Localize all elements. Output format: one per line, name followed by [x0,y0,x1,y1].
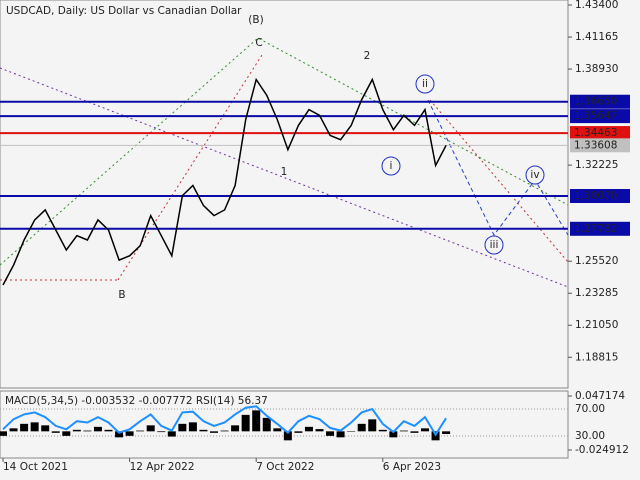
macd-bar [9,428,18,432]
macd-bar [20,423,29,432]
level-label-box [570,94,630,109]
macd-bar [389,431,398,438]
y2-tick-label: 30.00 [575,430,605,442]
macd-bar [188,422,197,432]
indicator-title: MACD(5,34,5) -0.003532 -0.007772 RSI(14)… [5,395,268,407]
trend-lines [0,37,569,288]
macd-bar [357,423,366,432]
macd-bar [347,431,356,432]
macd-bar [125,431,134,436]
macd-bar [0,431,7,436]
y-tick-label: 1.32225 [575,159,618,171]
macd-bar [336,431,345,438]
macd-bar [72,429,81,432]
macd-bar [157,431,166,433]
macd-bar [421,428,429,432]
macd-bar [304,426,313,432]
rsi-line [2,405,447,437]
y-tick-label: 1.23285 [575,287,618,299]
price-line [2,77,447,286]
level-label: 1.27782 [574,223,617,235]
macd-bar [273,428,282,432]
level-label-box [570,189,630,204]
wave-circle [381,156,401,176]
macd-bar [146,425,155,432]
wave-label: C [255,37,262,49]
macd-bar [368,419,377,432]
wave-circle [415,74,435,94]
macd-bar [178,423,187,432]
x-tick-label: 14 Oct 2021 [3,461,68,473]
chart-title: USDCAD, Daily: US Dollar vs Canadian Dol… [6,5,242,17]
y-tick-label: 1.25520 [575,255,618,267]
wave-label: 1 [281,166,288,178]
y-tick-label: 1.38930 [575,63,618,75]
y-tick-label: 1.18815 [575,351,618,363]
level-label: 1.30070 [574,190,617,202]
macd-bar [199,429,208,432]
macd-bar [442,431,451,434]
macd-bar [62,431,71,436]
macd-bar [136,430,145,432]
macd-bar [294,431,303,433]
level-label: 1.34463 [574,127,617,139]
wave-label: (B) [248,14,263,26]
x-tick-label: 7 Oct 2022 [256,461,314,473]
macd-bar [220,430,229,432]
wave-projection [427,99,569,236]
y-tick-label: 1.43400 [575,0,618,11]
macd-bar [410,431,419,433]
main-panel [0,0,569,389]
y2-tick-label: 70.00 [575,403,605,415]
wave-circle [525,165,545,185]
macd-bar [399,430,408,432]
wave-label: iii [490,239,499,251]
y-tick-label: 1.21050 [575,319,618,331]
wave-circle [484,235,504,255]
wave-label: i [390,160,393,172]
macd-bar [210,431,218,433]
macd-bar [51,431,60,433]
level-label: 1.33608 [574,139,617,151]
y-tick-label: 0.047174 [575,390,625,402]
level-label: 1.35647 [574,110,617,122]
x-tick-label: 12 Apr 2022 [130,461,195,473]
macd-bar [315,429,324,432]
macd-bar [283,431,292,441]
macd-bar [30,422,39,432]
level-label-box [570,138,630,153]
macd-bar [252,410,261,432]
macd-bar [262,417,271,432]
macd-bar [115,431,124,438]
level-label: 1.36650 [574,96,617,108]
y-tick-label: -0.024912 [575,444,629,456]
macd-bar [241,414,250,432]
wave-label: B [118,289,125,301]
macd-bar [326,431,335,436]
macd-bar [93,426,102,432]
wave-label: 2 [364,50,371,62]
level-label-box [570,126,630,141]
x-tick-label: 6 Apr 2023 [383,461,441,473]
macd-bar [167,431,176,437]
macd-bar [83,430,92,432]
macd-bar [231,425,240,432]
wave-label: iv [530,169,539,181]
macd-bar [104,429,113,432]
trend-line [0,67,569,288]
macd-bar [41,425,50,432]
y-tick-label: 1.41165 [575,31,618,43]
indicator-panel [0,390,569,459]
level-label-box [570,221,630,236]
macd-bar [378,429,387,432]
level-label-box [570,109,630,124]
trend-line [429,99,569,263]
wave-label: ii [422,78,428,90]
